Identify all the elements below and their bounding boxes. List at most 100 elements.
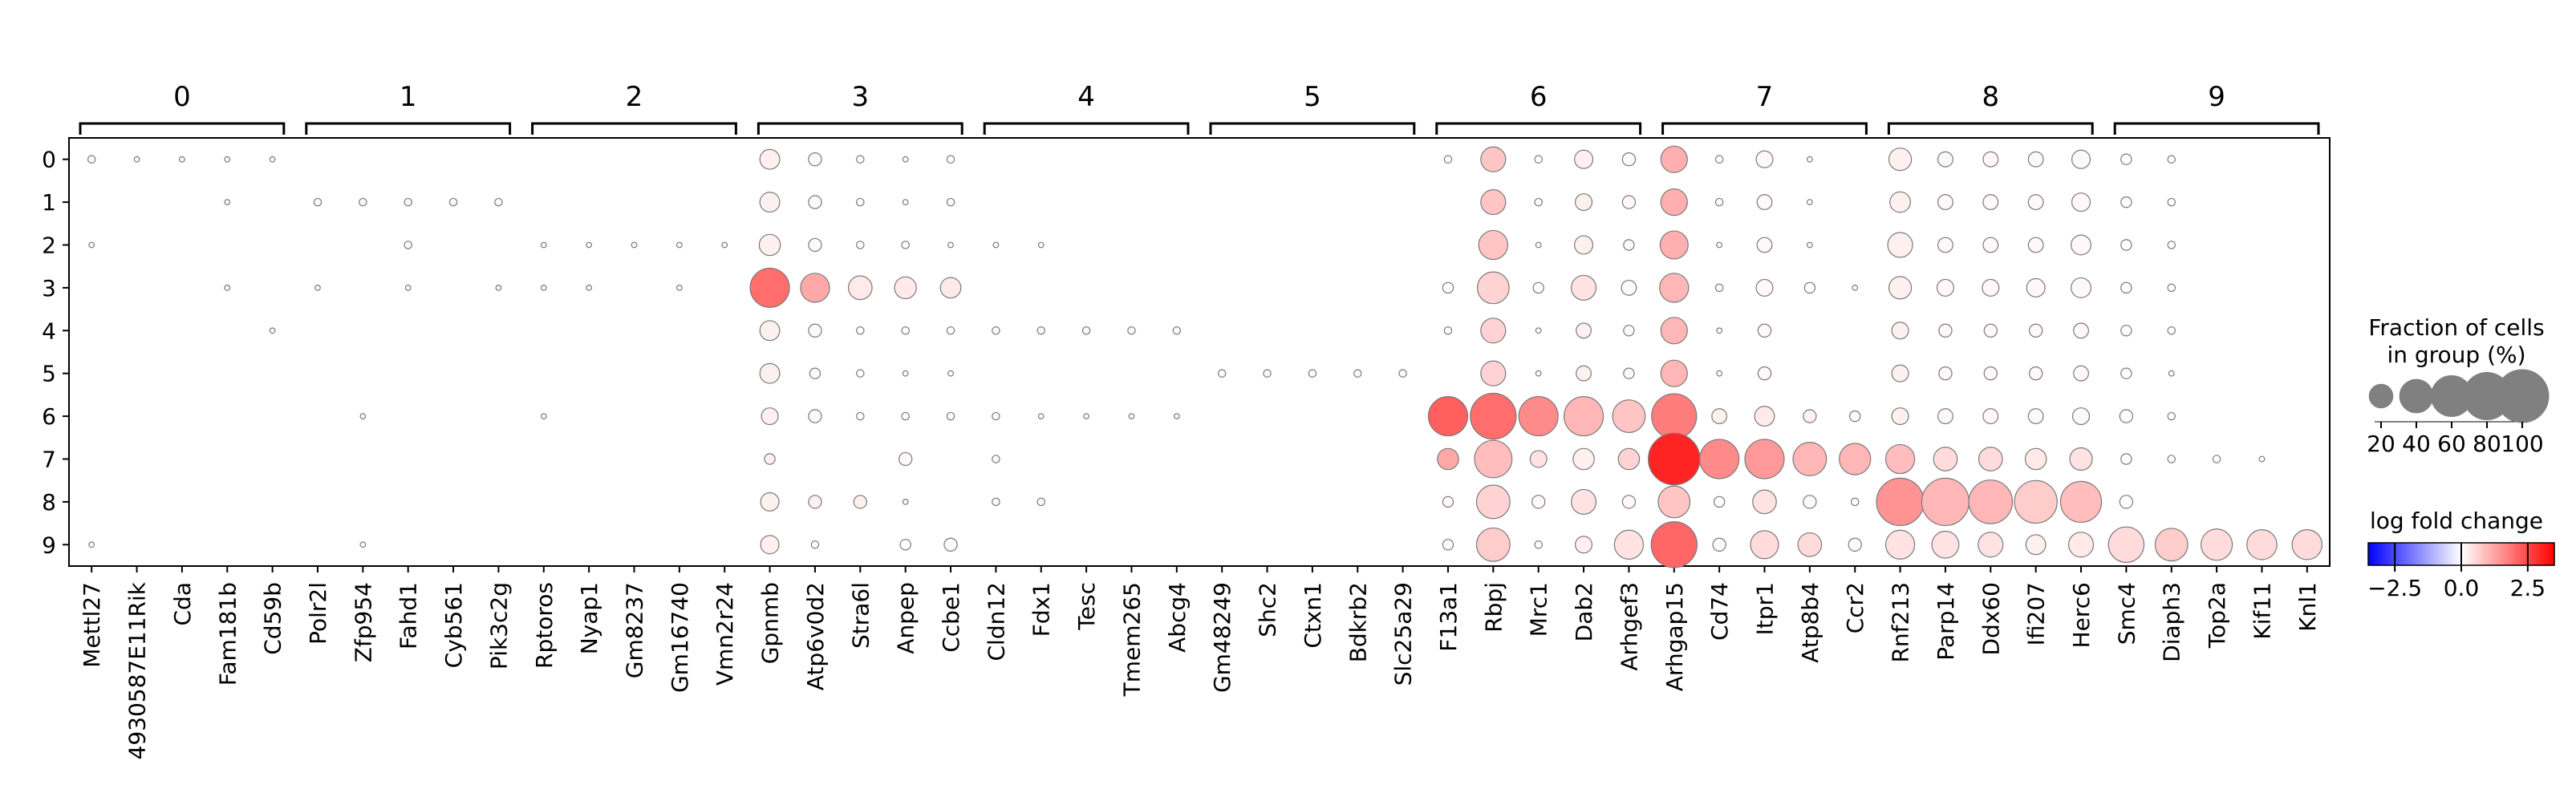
dot — [1651, 393, 1698, 439]
dot — [902, 199, 909, 206]
dot — [540, 285, 547, 291]
dot — [494, 197, 503, 207]
y-tick-label: 6 — [42, 403, 56, 430]
dot — [1036, 326, 1046, 335]
dot — [1574, 149, 1594, 169]
dot — [992, 411, 1000, 421]
dot — [1081, 326, 1091, 335]
dot — [1621, 279, 1637, 296]
x-tick-label: Gm48249 — [1209, 582, 1235, 693]
dot — [1888, 276, 1913, 300]
dot — [1659, 230, 1689, 260]
dot — [1937, 151, 1953, 168]
size-legend-title: in group (%) — [2387, 342, 2525, 368]
dot — [224, 156, 231, 163]
size-legend-tick-label: 100 — [2501, 431, 2543, 457]
dot — [404, 285, 412, 291]
dot — [759, 148, 781, 170]
dot — [2167, 326, 2176, 335]
dot — [2071, 407, 2091, 426]
x-tick-label: Zfp954 — [350, 582, 376, 662]
dot — [1978, 447, 2003, 471]
dot — [1443, 155, 1453, 164]
dot — [1757, 366, 1772, 381]
dot — [2120, 153, 2132, 165]
dot — [1612, 399, 1646, 434]
x-tick-label: Fam181b — [214, 582, 241, 686]
dot — [1931, 530, 1960, 559]
dot — [2120, 367, 2132, 379]
dot — [760, 492, 780, 512]
x-tick-label: Pik3c2g — [485, 582, 512, 670]
dot — [1534, 155, 1543, 164]
group-bracket — [2113, 122, 2320, 135]
dot — [1442, 539, 1454, 551]
dot — [404, 197, 412, 207]
dot — [2073, 365, 2089, 382]
dot — [1938, 323, 1953, 338]
x-tick-label: Cldn12 — [983, 582, 1009, 661]
dot — [2291, 529, 2323, 560]
dotplot-dots — [87, 145, 2323, 568]
dot — [2120, 239, 2132, 251]
x-tick-label: Abcg4 — [1164, 582, 1191, 653]
dot — [759, 320, 781, 342]
x-tick-label: Cyb561 — [440, 582, 467, 668]
dot — [2168, 370, 2175, 377]
x-tick-label: Diaph3 — [2159, 582, 2185, 662]
dot — [1983, 366, 1998, 381]
dot — [1714, 197, 1724, 207]
dot — [2167, 283, 2176, 293]
dot — [853, 495, 867, 509]
x-tick-label: Mettl27 — [79, 582, 105, 668]
dot — [759, 362, 781, 384]
dot — [1806, 199, 1813, 206]
group-bracket — [1435, 122, 1642, 135]
dot — [992, 241, 1000, 249]
dot — [133, 156, 140, 163]
dot — [1752, 489, 1777, 515]
size-legend-tick-label: 20 — [2367, 431, 2395, 457]
dot — [1623, 239, 1635, 251]
dot — [2028, 323, 2043, 338]
dot — [1476, 271, 1510, 305]
y-tick-label: 7 — [42, 447, 56, 473]
dot — [902, 156, 909, 163]
dot — [1891, 322, 1909, 340]
dot — [1716, 327, 1723, 334]
dot — [1968, 479, 2014, 524]
dot — [1263, 369, 1272, 378]
dot — [902, 499, 909, 505]
dot — [1754, 406, 1775, 427]
dot — [1572, 447, 1595, 471]
dot — [1937, 408, 1953, 425]
dot — [1803, 495, 1817, 509]
group-bracket — [757, 122, 963, 135]
x-tick-label: Polr2l — [305, 582, 331, 645]
colorbar-tick-label: 2.5 — [2510, 575, 2546, 601]
x-tick-label: F13a1 — [1435, 582, 1462, 652]
dot — [1575, 536, 1593, 554]
dot — [1308, 369, 1317, 378]
dot — [901, 241, 910, 249]
dot — [1470, 392, 1517, 440]
x-tick-label: Herc6 — [2068, 582, 2095, 648]
group-bracket — [983, 122, 1190, 135]
dot — [2120, 281, 2132, 294]
dot — [1756, 237, 1773, 253]
dot — [749, 267, 790, 308]
dot — [1576, 322, 1592, 339]
dot — [540, 413, 547, 419]
dot — [2119, 495, 2134, 509]
dot — [1850, 497, 1860, 507]
dot — [1621, 152, 1637, 167]
dot — [2071, 234, 2091, 256]
x-tick-label: Tmem265 — [1118, 582, 1145, 697]
dot — [1884, 443, 1916, 475]
group-bracket — [1209, 122, 1416, 135]
x-tick-label: Cd74 — [1706, 582, 1733, 641]
x-tick-label: Nyap1 — [576, 582, 602, 654]
dot — [1803, 409, 1817, 423]
dot — [1803, 281, 1816, 294]
